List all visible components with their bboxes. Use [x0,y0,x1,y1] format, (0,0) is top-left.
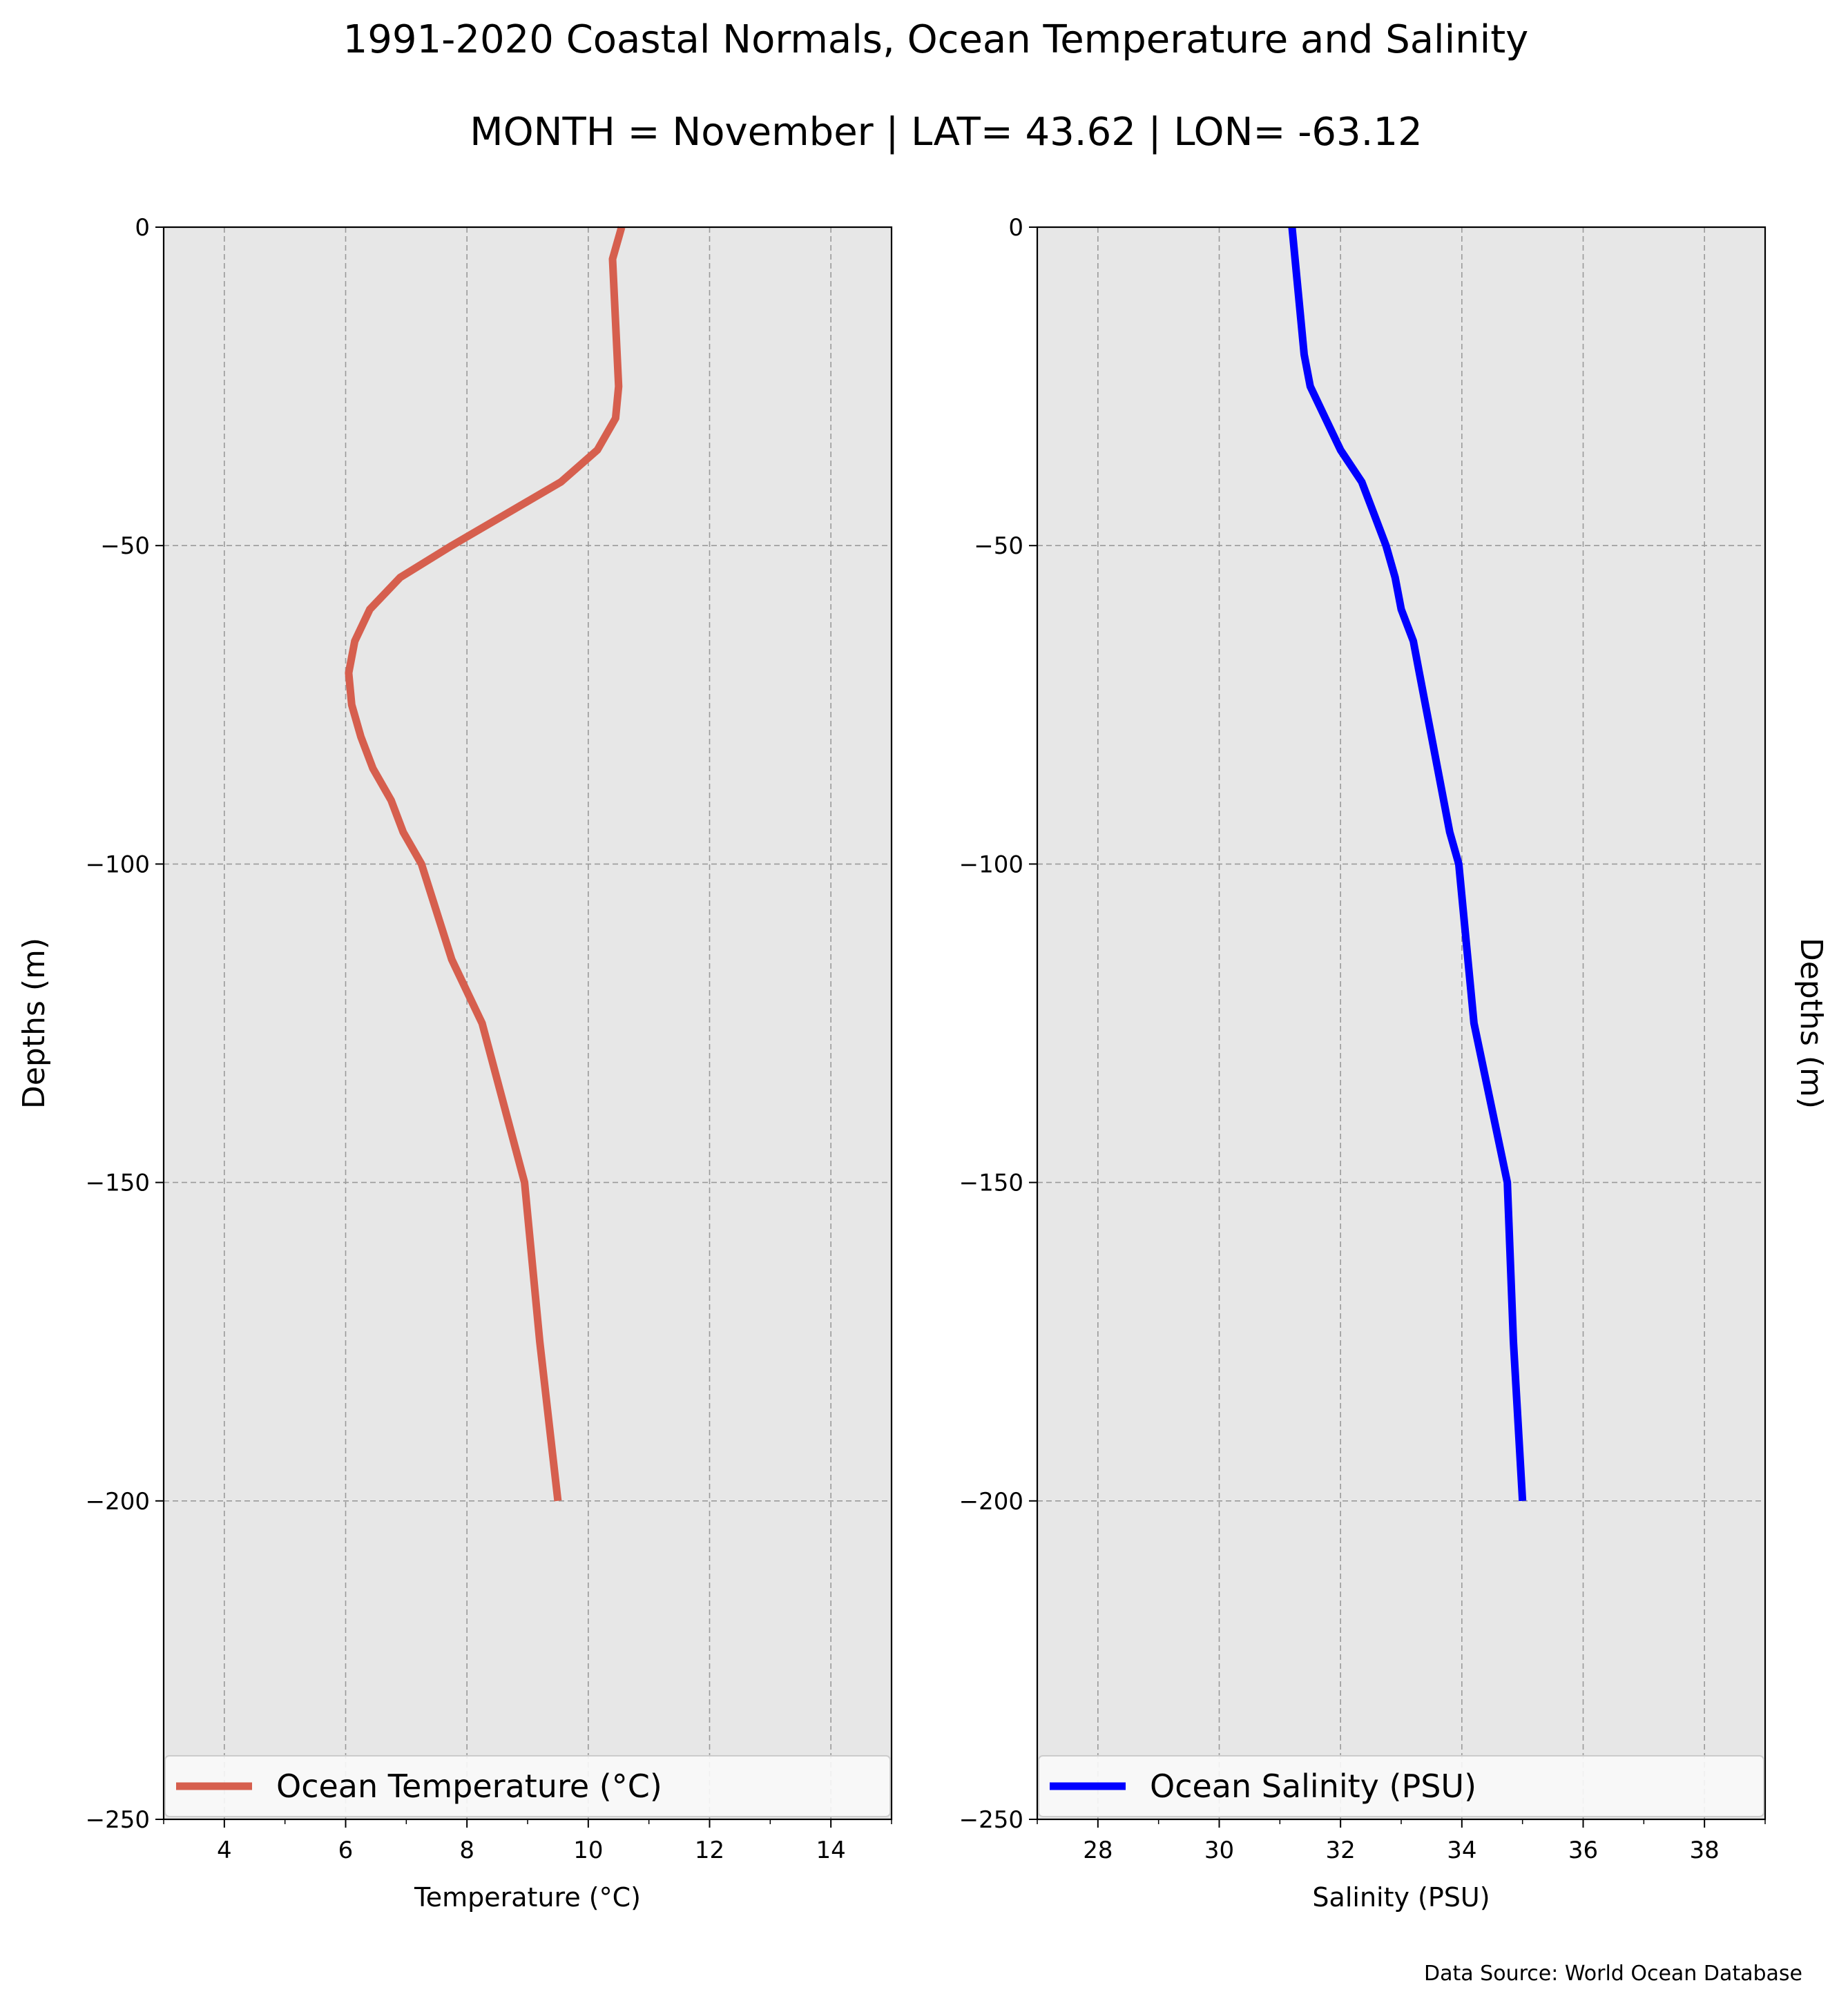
y-tick-label: −50 [974,532,1023,560]
chart-title: 1991-2020 Coastal Normals, Ocean Tempera… [343,17,1529,62]
temperature-panel: 4 6 8 10 12 14 0 −50 −100 −150 −200 −250 Ocean Temp… [17,214,893,1913]
x-tick-label: 28 [1083,1837,1113,1864]
y-tick-label: −250 [959,1806,1023,1834]
temperature-legend-box [164,1755,891,1817]
salinity-legend-label: Ocean Salinity (PSU) [1150,1768,1476,1805]
right-y-axis-label: Depths (m) [1793,938,1829,1109]
y-tick-label: −100 [86,851,150,878]
x-tick-label: 36 [1568,1837,1598,1864]
temperature-legend-label: Ocean Temperature (°C) [276,1768,662,1805]
chart-subtitle: MONTH = November | LAT= 43.62 | LON= -63… [470,110,1423,155]
y-tick-label: −100 [959,851,1023,878]
y-tick-label: −150 [86,1170,150,1197]
x-tick-label: 10 [573,1837,603,1864]
temperature-legend[interactable]: Ocean Temperature (°C) [164,1755,891,1817]
x-tick-label: 38 [1690,1837,1720,1864]
y-tick-label: −200 [86,1488,150,1516]
y-tick-label: −250 [86,1806,150,1834]
y-tick-label: 0 [135,214,150,242]
x-tick-label: 12 [695,1837,724,1864]
y-tick-label: −200 [959,1488,1023,1516]
data-source-note: Data Source: World Ocean Database [1424,1962,1802,1986]
x-tick-label: 30 [1204,1837,1234,1864]
x-tick-label: 6 [338,1837,354,1864]
salinity-legend-box [1038,1755,1764,1817]
temperature-line [345,226,626,1502]
x-tick-label: 14 [816,1837,846,1864]
y-tick-label: −50 [100,532,150,560]
salinity-panel: 28 30 32 34 36 38 0 −50 −100 −150 −200 −250 Ocean S… [959,214,1829,1913]
x-tick-label: 32 [1326,1837,1356,1864]
salinity-legend[interactable]: Ocean Salinity (PSU) [1038,1755,1764,1817]
temperature-plot-area [164,227,892,1819]
x-tick-label: 8 [459,1837,474,1864]
y-tick-label: 0 [1008,214,1023,242]
salinity-x-axis-label: Salinity (PSU) [1312,1882,1490,1913]
salinity-ticks: 28 30 32 34 36 38 0 −50 −100 −150 −200 −250 [959,214,1766,1864]
temperature-x-axis-label: Temperature (°C) [414,1882,641,1913]
salinity-grid [1037,226,1765,1820]
y-tick-label: −150 [959,1170,1023,1197]
salinity-line [1288,226,1527,1502]
temperature-ticks: 4 6 8 10 12 14 0 −50 −100 −150 −200 −250 [86,214,892,1864]
x-tick-label: 4 [217,1837,232,1864]
salinity-plot-area [1037,227,1765,1819]
x-tick-label: 34 [1447,1837,1476,1864]
left-y-axis-label: Depths (m) [17,938,52,1109]
